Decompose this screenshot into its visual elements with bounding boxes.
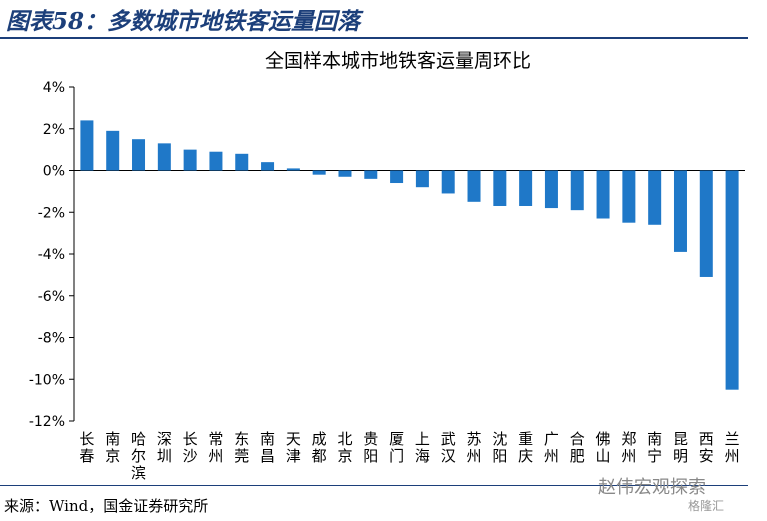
y-tick-label: 4%	[43, 80, 65, 96]
category-label: 郑州	[621, 430, 636, 465]
bar-郑州	[622, 170, 636, 223]
bar-layer	[80, 120, 739, 390]
y-tick-label: 0%	[43, 164, 65, 180]
bar-沈阳	[493, 170, 507, 206]
chart-title: 全国样本城市地铁客运量周环比	[265, 50, 531, 72]
category-label: 南京	[105, 430, 120, 465]
category-label: 成都	[312, 430, 327, 465]
bar-武汉	[441, 170, 455, 194]
bar-北京	[338, 170, 352, 177]
bar-兰州	[725, 170, 739, 390]
category-label: 广州	[544, 430, 559, 465]
bar-南昌	[261, 162, 275, 171]
source-note: 来源：Wind，国金证券研究所	[4, 497, 209, 515]
y-tick-label: -2%	[38, 205, 65, 221]
axis-layer: 4% 2% 0% -2% -4% -6% -8% -10% -12%	[29, 80, 745, 430]
bar-成都	[312, 170, 326, 175]
bar-厦门	[390, 170, 404, 184]
bar-昆明	[673, 170, 687, 252]
bar-chart: 全国样本城市地铁客运量周环比 4% 2% 0% -2% -4% -6% -8% -10% -12…	[29, 50, 745, 482]
category-label: 南宁	[647, 430, 662, 465]
top-divider	[0, 37, 748, 39]
category-label: 西安	[699, 430, 714, 465]
bar-西安	[699, 170, 713, 277]
bar-常州	[209, 151, 223, 171]
y-tick-label: -6%	[38, 289, 65, 305]
category-label: 长沙	[183, 430, 198, 465]
category-label: 厦门	[389, 430, 404, 465]
bar-哈尔滨	[132, 139, 146, 171]
bar-佛山	[596, 170, 610, 219]
bar-深圳	[157, 143, 171, 171]
category-label: 苏州	[467, 430, 482, 465]
bar-贵阳	[364, 170, 378, 179]
category-label: 合肥	[570, 430, 585, 465]
bar-东莞	[235, 153, 249, 171]
bar-苏州	[467, 170, 481, 202]
category-label: 北京	[337, 430, 352, 465]
bar-上海	[415, 170, 429, 188]
bar-长沙	[183, 149, 197, 171]
bar-重庆	[519, 170, 533, 206]
category-label: 重庆	[518, 430, 533, 465]
category-label: 昆明	[673, 430, 688, 465]
figure-title: 图表58：多数城市地铁客运量回落	[6, 8, 361, 35]
bar-南京	[106, 130, 120, 171]
category-label: 南昌	[260, 430, 275, 465]
category-label: 上海	[415, 430, 430, 465]
bar-广州	[544, 170, 558, 209]
category-label: 深圳	[157, 430, 172, 465]
y-tick-label: -12%	[29, 414, 65, 430]
watermark: 赵伟宏观探索	[598, 477, 706, 498]
category-label: 贵阳	[363, 430, 378, 465]
bar-南宁	[648, 170, 662, 225]
bar-合肥	[570, 170, 584, 211]
y-tick-label: 2%	[43, 122, 65, 138]
category-label-layer: 长春南京哈尔滨深圳长沙常州东莞南昌天津成都北京贵阳厦门上海武汉苏州沈阳重庆广州合…	[79, 430, 740, 482]
bar-天津	[286, 168, 300, 171]
watermark-sub: 格隆汇	[688, 499, 725, 513]
bottom-divider	[0, 485, 748, 486]
category-label: 长春	[79, 430, 94, 465]
category-label: 武汉	[441, 430, 456, 465]
category-label: 沈阳	[492, 430, 507, 465]
category-label: 兰州	[725, 430, 740, 465]
chart-container: 全国样本城市地铁客运量周环比 4% 2% 0% -2% -4% -6% -8% -10% -12…	[0, 40, 767, 482]
y-tick-label: -8%	[38, 331, 65, 347]
category-label: 天津	[286, 430, 301, 465]
y-tick-label: -4%	[38, 247, 65, 263]
category-label: 常州	[208, 430, 223, 465]
y-tick-label: -10%	[29, 372, 65, 388]
category-label: 哈尔滨	[131, 430, 146, 480]
bar-长春	[80, 120, 94, 171]
category-label: 佛山	[596, 430, 611, 465]
category-label: 东莞	[234, 430, 249, 465]
